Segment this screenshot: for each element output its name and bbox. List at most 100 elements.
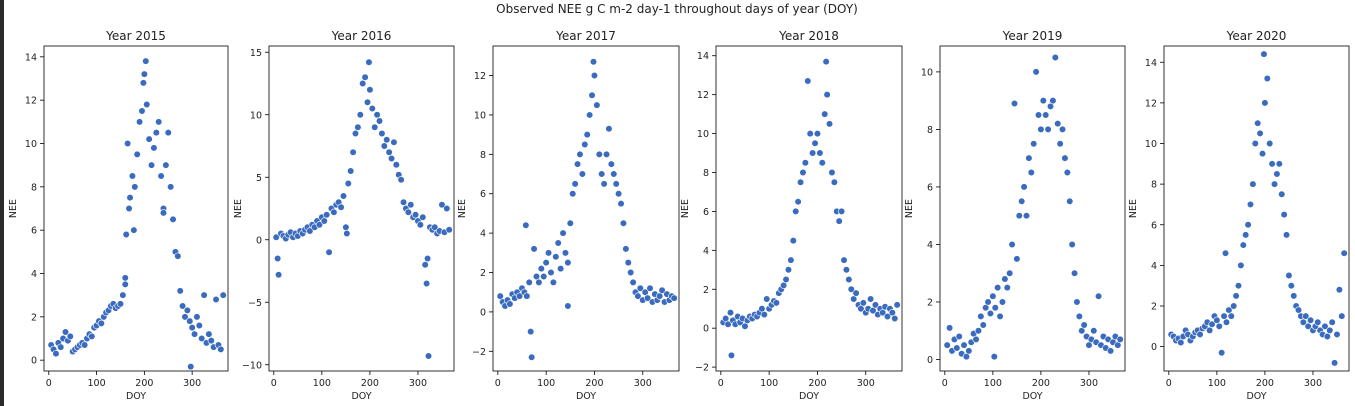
scatter-point	[365, 58, 373, 66]
scatter-point	[506, 300, 514, 308]
scatter-point	[351, 129, 360, 138]
scatter-point	[1335, 286, 1343, 294]
scatter-point	[1237, 261, 1245, 269]
y-tick-label: 10	[25, 139, 37, 150]
scatter-point	[789, 237, 797, 245]
scatter-point	[1039, 97, 1047, 105]
x-axis-label: DOY	[1246, 391, 1266, 402]
scatter-point	[354, 123, 362, 131]
scatter-point	[972, 335, 980, 343]
scatter-point	[552, 253, 560, 261]
scatter-point	[590, 71, 599, 80]
scatter-point	[330, 208, 338, 216]
scatter-point	[822, 57, 830, 66]
scatter-point	[727, 351, 736, 360]
scatter-point	[419, 213, 427, 221]
scatter-point	[1022, 212, 1031, 220]
scatter-point	[1249, 180, 1257, 188]
scatter-point	[1234, 282, 1243, 290]
x-axis-label: DOY	[351, 391, 371, 402]
scatter-point	[559, 229, 567, 237]
scatter-point	[407, 201, 415, 209]
scatter-point	[796, 178, 805, 186]
scatter-point	[423, 254, 432, 263]
scatter-point	[809, 149, 817, 157]
y-tick-label: 10	[474, 110, 486, 121]
scatter-point	[207, 337, 215, 345]
scatter-point	[190, 330, 199, 338]
scatter-point	[366, 86, 374, 94]
scatter-point	[275, 271, 283, 279]
y-tick-label: 5	[256, 173, 262, 184]
scatter-point	[1294, 306, 1303, 314]
scatter-point	[1260, 50, 1268, 58]
scatter-point	[528, 353, 536, 361]
y-axis-label: NEE	[8, 199, 19, 218]
scatter-point	[828, 168, 836, 177]
x-tick-label: 100	[760, 378, 778, 389]
scatter-point	[823, 91, 831, 99]
scatter-point	[619, 219, 628, 227]
scatter-point	[219, 291, 227, 299]
scatter-point	[167, 183, 175, 191]
scatter-point	[1258, 150, 1267, 158]
y-tick-label: 15	[250, 48, 262, 59]
scatter-point	[530, 245, 538, 253]
scatter-point	[1304, 322, 1312, 330]
subplot-1: Year 2015 0 100 200 300 0 2 4 6 8 10 12 14 DOY NEE	[8, 29, 229, 402]
scatter-point	[421, 261, 429, 269]
scatter-point	[561, 249, 570, 257]
scatter-point	[1063, 168, 1071, 177]
scatter-point	[527, 328, 535, 336]
scatter-point	[1340, 249, 1348, 257]
scatter-point	[1326, 326, 1334, 334]
figure-suptitle: Observed NEE g C m-2 day-1 throughout da…	[496, 2, 858, 16]
scatter-point	[416, 221, 424, 229]
scatter-point	[125, 204, 133, 213]
scatter-point	[169, 215, 177, 223]
scatter-point	[883, 312, 892, 321]
scatter-point	[1242, 231, 1250, 239]
scatter-point	[205, 330, 213, 338]
subplot-2: Year 2016 0 100 200 300 −10 −5 0 5 10 15 DOY NEE	[233, 29, 455, 402]
scatter-point	[1251, 139, 1259, 148]
scatter-point	[583, 131, 591, 139]
scatter-point	[315, 221, 324, 229]
scatter-point	[183, 306, 191, 314]
y-tick-label: 8	[480, 150, 486, 161]
scatter-point	[1266, 139, 1274, 148]
scatter-point	[573, 160, 582, 168]
scatter-point	[586, 111, 594, 119]
y-tick-label: 0	[256, 235, 262, 246]
scatter-points	[943, 53, 1124, 361]
scatter-point	[943, 341, 951, 349]
scatter-point	[1025, 154, 1033, 162]
scatter-point	[1094, 292, 1103, 300]
y-tick-label: 0	[31, 356, 37, 367]
scatter-point	[1056, 140, 1064, 148]
scatter-point	[390, 138, 398, 146]
y-tick-label: 0	[1151, 342, 1157, 353]
scatter-point	[523, 292, 531, 300]
scatter-point	[852, 289, 860, 297]
scatter-point	[1302, 312, 1310, 320]
scatter-point	[1218, 349, 1226, 357]
window-edge	[0, 0, 4, 406]
scatter-point	[847, 285, 855, 293]
scatter-point	[549, 278, 557, 286]
x-axis-label: DOY	[576, 391, 596, 402]
scatter-point	[52, 350, 60, 358]
scatter-point	[150, 144, 158, 152]
scatter-point	[1206, 326, 1214, 334]
scatter-point	[383, 136, 391, 144]
y-tick-label: 8	[1151, 180, 1157, 191]
scatter-point	[840, 256, 848, 264]
scatter-point	[658, 286, 666, 294]
y-axis-label: NEE	[1128, 199, 1139, 218]
x-tick-label: 100	[88, 378, 106, 389]
scatter-point	[991, 304, 999, 312]
y-tick-label: −5	[248, 298, 262, 309]
scatter-point	[1282, 231, 1291, 239]
scatter-point	[804, 77, 812, 85]
y-tick-label: 12	[474, 71, 486, 82]
